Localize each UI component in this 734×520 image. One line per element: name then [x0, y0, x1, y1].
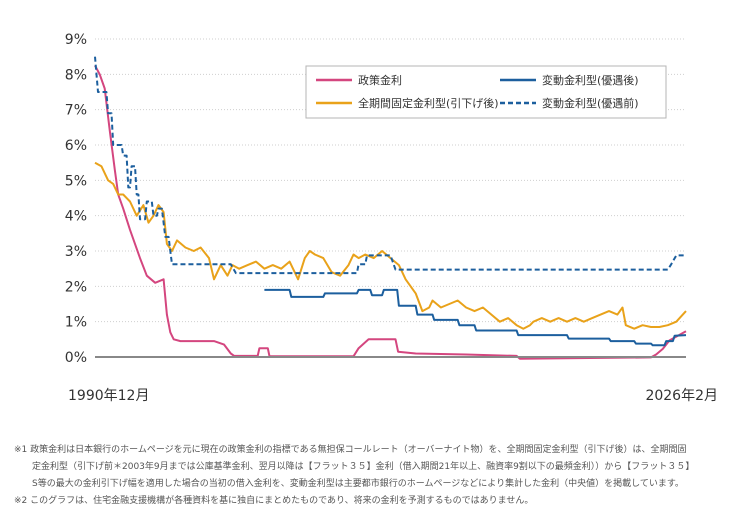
y-tick-label: 6% [65, 138, 87, 154]
series-variable-before [94, 56, 686, 275]
series-lines [94, 56, 687, 360]
legend-box [305, 65, 667, 119]
legend-label-variable-after: 変動金利型(優遇後) [542, 73, 639, 87]
y-axis-tick-labels: 0% 1% 2% 3% 4% 5% 6% 7% 8% 9% [65, 32, 87, 366]
interest-rate-chart: 0% 1% 2% 3% 4% 5% 6% 7% 8% 9% 1990年12月 2026年2月 政策… [65, 32, 718, 404]
legend-label-fixed-rate: 全期間固定金利型(引下げ後) [358, 96, 499, 110]
x-start-label: 1990年12月 [68, 388, 149, 404]
y-tick-label: 1% [65, 315, 87, 331]
series-policy-rate [94, 65, 687, 360]
series-fixed-rate [94, 161, 687, 330]
y-tick-label: 7% [65, 103, 87, 119]
footnotes: ※1 政策金利は日本銀行のホームページを元に現在の政策金利の指標である無担保コー… [14, 442, 726, 510]
legend-label-variable-before: 変動金利型(優遇前) [542, 96, 639, 110]
footnote-1-line-1: ※1 政策金利は日本銀行のホームページを元に現在の政策金利の指標である無担保コー… [14, 445, 687, 455]
x-end-label: 2026年2月 [645, 388, 718, 404]
y-tick-label: 9% [65, 32, 87, 48]
legend: 政策金利 全期間固定金利型(引下げ後) 変動金利型(優遇後) 変動金利型(優遇前… [305, 65, 667, 119]
series-variable-after [264, 288, 687, 347]
footnote-1-line-3: S等の最大の金利引下げ幅を適用した場合の当初の借入金利を、変動金利型は主要都市銀… [32, 479, 684, 489]
y-tick-label: 2% [65, 279, 87, 295]
y-tick-label: 5% [65, 173, 87, 189]
legend-label-policy-rate: 政策金利 [358, 73, 402, 87]
y-tick-label: 0% [65, 350, 87, 366]
y-tick-label: 4% [65, 209, 87, 225]
footnote-2: ※2 このグラフは、住宅金融支援機構が各種資料を基に独自にまとめたものであり、将… [14, 496, 534, 506]
y-tick-label: 3% [65, 244, 87, 260]
footnote-1-line-2: 定金利型（引下げ前＊2003年9月までは公庫基準金利、翌月以降は【フラット３５】… [32, 462, 695, 472]
y-tick-label: 8% [65, 67, 87, 83]
